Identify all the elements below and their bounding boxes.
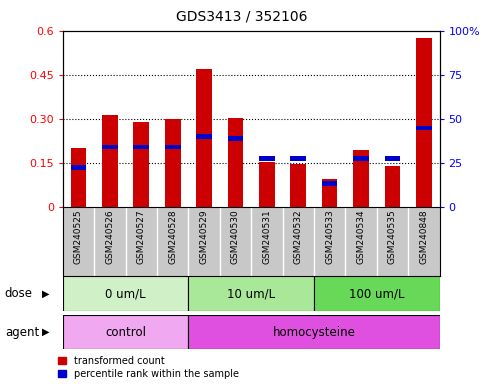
- Bar: [63, 315, 188, 349]
- Bar: [71, 165, 86, 170]
- Text: GSM240531: GSM240531: [262, 209, 271, 264]
- Bar: [196, 69, 212, 207]
- Bar: [133, 145, 149, 149]
- Text: ▶: ▶: [42, 289, 50, 299]
- Text: GSM240526: GSM240526: [105, 209, 114, 264]
- Bar: [314, 276, 440, 311]
- Text: ▶: ▶: [42, 327, 50, 337]
- Text: GSM240528: GSM240528: [168, 209, 177, 264]
- Text: GSM240525: GSM240525: [74, 209, 83, 264]
- Bar: [384, 156, 400, 161]
- Bar: [322, 179, 338, 207]
- Bar: [227, 118, 243, 207]
- Bar: [188, 315, 440, 349]
- Text: GSM240527: GSM240527: [137, 209, 146, 264]
- Bar: [165, 119, 181, 207]
- Bar: [290, 156, 306, 161]
- Text: 100 um/L: 100 um/L: [349, 287, 404, 300]
- Bar: [353, 156, 369, 161]
- Legend: transformed count, percentile rank within the sample: transformed count, percentile rank withi…: [58, 356, 239, 379]
- Bar: [188, 276, 314, 311]
- Bar: [133, 122, 149, 207]
- Text: 0 um/L: 0 um/L: [105, 287, 146, 300]
- Bar: [102, 145, 118, 149]
- Bar: [227, 136, 243, 141]
- Text: GSM240529: GSM240529: [199, 209, 209, 264]
- Text: GSM240530: GSM240530: [231, 209, 240, 264]
- Text: dose: dose: [5, 287, 33, 300]
- Bar: [322, 182, 338, 186]
- Bar: [259, 162, 275, 207]
- Text: GSM240532: GSM240532: [294, 209, 303, 264]
- Bar: [353, 150, 369, 207]
- Text: GSM240848: GSM240848: [419, 209, 428, 264]
- Text: homocysteine: homocysteine: [272, 326, 355, 339]
- Bar: [196, 134, 212, 139]
- Text: agent: agent: [5, 326, 39, 339]
- Text: 10 um/L: 10 um/L: [227, 287, 275, 300]
- Bar: [416, 126, 432, 130]
- Bar: [416, 38, 432, 207]
- Bar: [71, 149, 86, 207]
- Bar: [102, 114, 118, 207]
- Bar: [63, 276, 188, 311]
- Text: control: control: [105, 326, 146, 339]
- Text: GDS3413 / 352106: GDS3413 / 352106: [176, 10, 307, 23]
- Text: GSM240533: GSM240533: [325, 209, 334, 264]
- Text: GSM240534: GSM240534: [356, 209, 366, 264]
- Text: GSM240535: GSM240535: [388, 209, 397, 264]
- Bar: [290, 164, 306, 207]
- Bar: [259, 156, 275, 161]
- Bar: [384, 166, 400, 207]
- Bar: [165, 145, 181, 149]
